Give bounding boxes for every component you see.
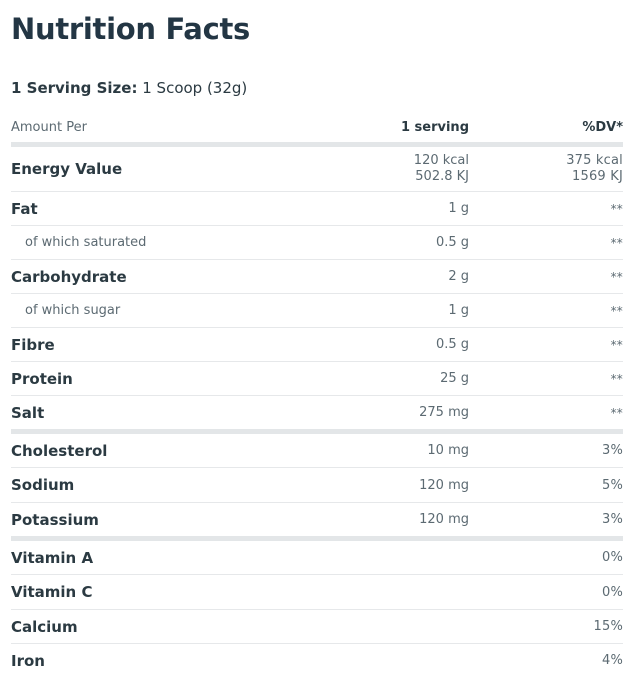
nutrition-table: Amount Per 1 serving %DV* Energy Value 1… <box>11 112 623 677</box>
nutrient-dv: 0% <box>469 575 623 610</box>
nutrient-name: Energy Value <box>11 145 311 192</box>
nutrient-name: Cholesterol <box>11 432 311 468</box>
nutrient-name: Carbohydrate <box>11 260 311 294</box>
nutrient-serving-kj: 502.8 KJ <box>311 169 469 185</box>
nutrient-dv: 0% <box>469 539 623 575</box>
nutrient-dv: 3% <box>469 503 623 539</box>
table-row: Vitamin A 0% <box>11 539 623 575</box>
nutrient-serving: 1 g <box>311 294 469 328</box>
nutrient-dv: 4% <box>469 644 623 677</box>
nutrient-name: Fat <box>11 192 311 226</box>
nutrient-serving: 10 mg <box>311 432 469 468</box>
nutrient-serving: 1 g <box>311 192 469 226</box>
nutrient-name: Vitamin A <box>11 539 311 575</box>
nutrient-dv: ** <box>469 260 623 294</box>
nutrient-serving-kcal: 120 kcal <box>311 153 469 169</box>
nutrient-serving: 120 mg <box>311 503 469 539</box>
table-row: Potassium 120 mg 3% <box>11 503 623 539</box>
nutrient-name: Sodium <box>11 468 311 503</box>
nutrient-dv: 15% <box>469 610 623 644</box>
nutrient-serving <box>311 575 469 610</box>
table-row: Carbohydrate 2 g ** <box>11 260 623 294</box>
nutrient-name: of which sugar <box>11 294 311 328</box>
nutrient-name: Potassium <box>11 503 311 539</box>
table-row: Cholesterol 10 mg 3% <box>11 432 623 468</box>
serving-size-value: 1 Scoop (32g) <box>142 79 247 97</box>
table-row: of which sugar 1 g ** <box>11 294 623 328</box>
nutrient-name: Vitamin C <box>11 575 311 610</box>
nutrient-name: Fibre <box>11 328 311 362</box>
nutrient-name: Salt <box>11 396 311 432</box>
table-row: of which saturated 0.5 g ** <box>11 226 623 260</box>
nutrient-serving: 0.5 g <box>311 328 469 362</box>
header-amount-per: Amount Per <box>11 112 311 145</box>
table-row: Iron 4% <box>11 644 623 677</box>
nutrient-dv: ** <box>469 362 623 396</box>
table-row: Protein 25 g ** <box>11 362 623 396</box>
nutrient-dv: ** <box>469 396 623 432</box>
table-row: Salt 275 mg ** <box>11 396 623 432</box>
nutrient-dv: ** <box>469 328 623 362</box>
nutrient-serving: 120 kcal 502.8 KJ <box>311 145 469 192</box>
table-row: Fat 1 g ** <box>11 192 623 226</box>
nutrient-dv: 375 kcal 1569 KJ <box>469 145 623 192</box>
nutrient-name: of which saturated <box>11 226 311 260</box>
table-row: Sodium 120 mg 5% <box>11 468 623 503</box>
nutrient-serving: 0.5 g <box>311 226 469 260</box>
nutrient-serving: 25 g <box>311 362 469 396</box>
nutrient-name: Calcium <box>11 610 311 644</box>
nutrient-serving <box>311 539 469 575</box>
nutrient-dv: ** <box>469 226 623 260</box>
table-header-row: Amount Per 1 serving %DV* <box>11 112 623 145</box>
header-dv: %DV* <box>469 112 623 145</box>
table-row: Energy Value 120 kcal 502.8 KJ 375 kcal … <box>11 145 623 192</box>
nutrient-dv-kcal: 375 kcal <box>469 153 623 169</box>
nutrient-dv: 5% <box>469 468 623 503</box>
nutrient-dv: ** <box>469 294 623 328</box>
header-serving: 1 serving <box>311 112 469 145</box>
nutrient-dv-kj: 1569 KJ <box>469 169 623 185</box>
table-row: Calcium 15% <box>11 610 623 644</box>
nutrient-serving <box>311 610 469 644</box>
serving-size: 1 Serving Size: 1 Scoop (32g) <box>11 78 247 98</box>
page-title: Nutrition Facts <box>11 10 250 48</box>
nutrient-dv: ** <box>469 192 623 226</box>
nutrient-serving: 120 mg <box>311 468 469 503</box>
nutrient-serving <box>311 644 469 677</box>
nutrient-dv: 3% <box>469 432 623 468</box>
nutrient-name: Protein <box>11 362 311 396</box>
table-row: Fibre 0.5 g ** <box>11 328 623 362</box>
nutrient-serving: 2 g <box>311 260 469 294</box>
serving-size-label: 1 Serving Size: <box>11 79 137 97</box>
nutrient-name: Iron <box>11 644 311 677</box>
nutrient-serving: 275 mg <box>311 396 469 432</box>
table-row: Vitamin C 0% <box>11 575 623 610</box>
